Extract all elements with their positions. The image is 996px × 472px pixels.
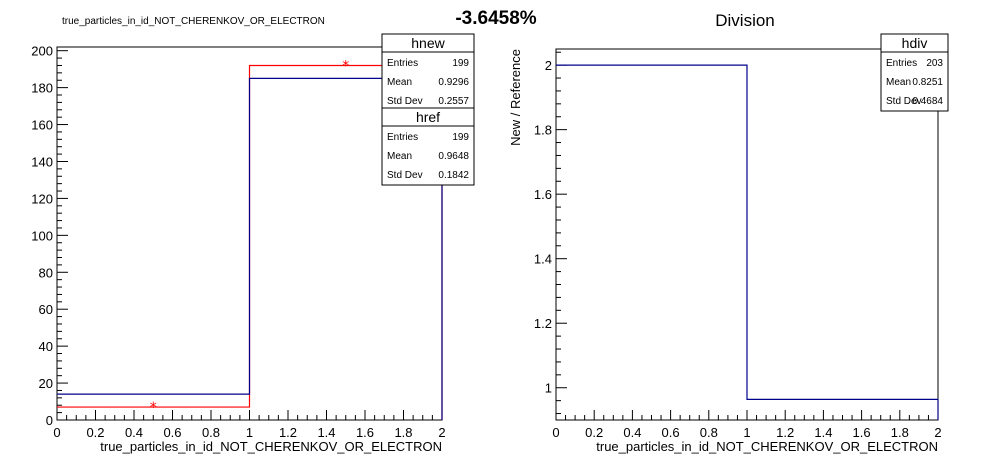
x-tick-label: 1 <box>246 425 253 440</box>
left-title: true_particles_in_id_NOT_CHERENKOV_OR_EL… <box>62 16 325 27</box>
stats-row-label: Std Dev <box>886 96 922 107</box>
x-tick-label: 0.8 <box>700 425 718 440</box>
y-tick-label: 1.2 <box>534 316 552 331</box>
y-tick-label: 0 <box>46 413 53 428</box>
stats-box-hnew: hnew Entries 199 Mean 0.9296 Std Dev 0.2557 <box>381 33 475 112</box>
y-axis-label: New / Reference <box>508 49 523 146</box>
x-tick-label: 1.8 <box>891 425 909 440</box>
stats-row-value: 0.9648 <box>438 151 469 162</box>
stats-row-value: 199 <box>452 132 469 143</box>
x-tick-label: 2 <box>438 425 445 440</box>
stats-row-label: Std Dev <box>387 170 423 181</box>
y-tick-label: 160 <box>31 118 53 133</box>
stats-row-value: 199 <box>452 58 469 69</box>
y-tick-label: 40 <box>39 339 53 354</box>
x-tick-label: 1 <box>743 425 750 440</box>
stats-row-label: Mean <box>387 77 412 88</box>
stats-row-value: 0.4684 <box>912 96 943 107</box>
y-tick-label: 20 <box>39 376 53 391</box>
x-tick-label: 1.6 <box>356 425 374 440</box>
stats-row-label: Std Dev <box>387 96 423 107</box>
y-tick-label: 1.4 <box>534 252 552 267</box>
y-tick-label: 180 <box>31 81 53 96</box>
stats-row-value: 203 <box>926 58 943 69</box>
x-tick-label: 2 <box>934 425 941 440</box>
y-tick-label: 140 <box>31 154 53 169</box>
series-href-line <box>57 77 442 395</box>
stats-row-label: Entries <box>886 58 917 69</box>
stats-box-href: href Entries 199 Mean 0.9648 Std Dev 0.1842 <box>381 107 475 186</box>
y-tick-label: 80 <box>39 265 53 280</box>
stats-box-frame <box>880 33 949 112</box>
stats-box-title: href <box>416 109 440 125</box>
stats-row-label: Entries <box>387 58 418 69</box>
stats-box-title: hnew <box>411 35 445 51</box>
x-tick-label: 1.8 <box>394 425 412 440</box>
y-tick-label: 1.8 <box>534 123 552 138</box>
x-tick-label: 0.2 <box>585 425 603 440</box>
stats-row-value: 0.1842 <box>438 170 469 181</box>
x-tick-label: 1.4 <box>317 425 335 440</box>
x-axis-label: true_particles_in_id_NOT_CHERENKOV_OR_EL… <box>100 439 442 454</box>
x-tick-label: 0.4 <box>623 425 641 440</box>
stats-row-value: 0.9296 <box>438 77 469 88</box>
x-tick-label: 1.6 <box>853 425 871 440</box>
x-tick-label: 1.2 <box>776 425 794 440</box>
x-tick-label: 0.6 <box>662 425 680 440</box>
stats-row-value: 0.8251 <box>912 77 943 88</box>
stats-box-title: hdiv <box>902 35 928 51</box>
x-tick-label: 1.2 <box>279 425 297 440</box>
series-hnew-marker: * <box>342 58 349 74</box>
x-tick-label: 0.2 <box>86 425 104 440</box>
x-tick-label: 0.8 <box>202 425 220 440</box>
y-tick-label: 200 <box>31 44 53 59</box>
right-title: Division <box>715 11 775 30</box>
y-tick-label: 2 <box>545 58 552 73</box>
stats-box-frame <box>381 107 475 186</box>
histogram-plot-left: 0 0.2 0.4 0.6 0.8 1 1.2 1.4 1.6 1.8 20204060801001… <box>31 33 475 454</box>
series-hnew-marker: * <box>150 400 157 416</box>
stats-row-label: Mean <box>387 151 412 162</box>
y-tick-label: 120 <box>31 191 53 206</box>
stats-row-label: Entries <box>387 132 418 143</box>
series-hdiv-line <box>556 64 938 400</box>
y-tick-label: 1 <box>545 381 552 396</box>
stats-box-frame <box>381 33 475 112</box>
x-tick-label: 0.4 <box>125 425 143 440</box>
x-tick-label: 1.4 <box>814 425 832 440</box>
x-tick-label: 0.6 <box>163 425 181 440</box>
stats-row-label: Mean <box>886 77 911 88</box>
y-tick-label: 60 <box>39 302 53 317</box>
x-axis-label: true_particles_in_id_NOT_CHERENKOV_OR_EL… <box>596 439 938 454</box>
diff-percent: -3.6458% <box>455 8 536 29</box>
division-plot-right: 0 0.2 0.4 0.6 0.8 1 1.2 1.4 1.6 1.8 2 1 1.2 1.4 1.6 1.8… <box>508 33 949 454</box>
y-tick-label: 1.6 <box>534 187 552 202</box>
x-tick-label: 0 <box>552 425 559 440</box>
stats-row-value: 0.2557 <box>438 96 469 107</box>
y-tick-label: 100 <box>31 228 53 243</box>
x-tick-label: 0 <box>53 425 60 440</box>
